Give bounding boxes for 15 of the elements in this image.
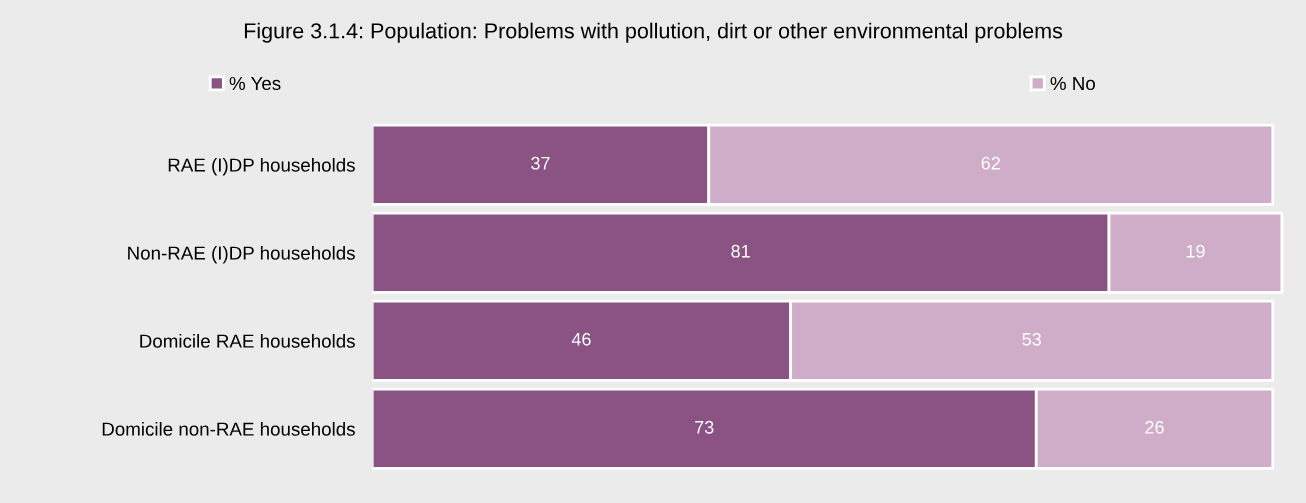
data-label: 37: [531, 156, 550, 170]
data-label: 62: [981, 156, 1000, 170]
data-label: 73: [695, 420, 714, 434]
data-label: 19: [1186, 244, 1205, 258]
y-tick-label: Non-RAE (I)DP households: [128, 245, 355, 264]
legend-label: % Yes: [229, 76, 281, 91]
data-label: 46: [571, 332, 591, 346]
chart-title: Figure 3.1.4: Population: Problems with pollution, dirt or other environmental problems: [244, 22, 1063, 43]
y-tick-label: Domicile non-RAE households: [102, 422, 355, 436]
y-tick-label: Domicile RAE households: [140, 333, 355, 348]
data-label: 26: [1145, 420, 1164, 434]
data-label: 81: [731, 244, 750, 258]
data-label: 53: [1022, 332, 1041, 346]
legend-label: % No: [1050, 76, 1095, 91]
y-tick-label: RAE (I)DP households: [168, 157, 355, 176]
